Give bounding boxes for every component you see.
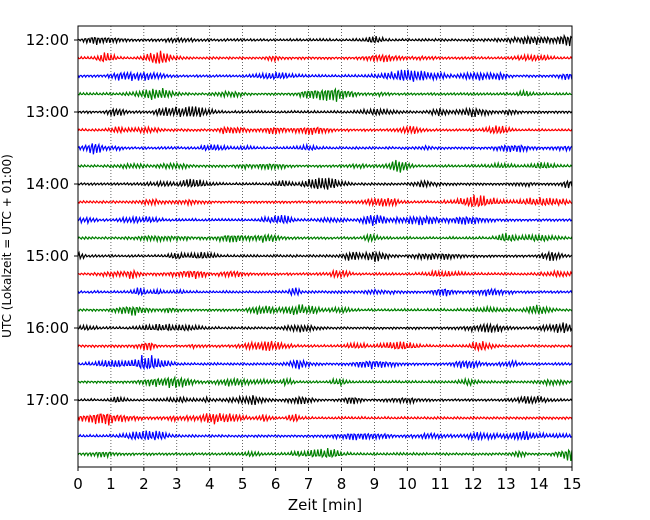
trace-1430: [77, 214, 573, 226]
trace-1330: [77, 142, 573, 155]
trace-1415: [77, 194, 573, 208]
trace-1400: [77, 177, 573, 191]
y-axis-label: UTC (Lokalzeit = UTC + 01:00): [0, 154, 14, 338]
trace-1230: [77, 69, 573, 83]
trace-1730: [77, 430, 573, 442]
trace-1615: [77, 340, 573, 353]
x-tick-label: 12: [464, 475, 483, 493]
trace-1345: [77, 159, 573, 173]
x-tick-label: 4: [205, 475, 215, 493]
y-tick-label: 15:00: [26, 247, 69, 265]
y-tick-label: 12:00: [26, 31, 69, 49]
trace-1515: [77, 268, 573, 280]
trace-1445: [77, 232, 573, 244]
x-tick-label: 1: [106, 475, 116, 493]
trace-1645: [77, 375, 573, 389]
x-tick-label: 8: [337, 475, 347, 493]
trace-1530: [77, 286, 573, 298]
trace-1200: [77, 33, 573, 47]
trace-1245: [77, 87, 572, 102]
x-tick-label: 0: [73, 475, 83, 493]
trace-1700: [77, 394, 573, 406]
y-tick-label: 13:00: [26, 103, 69, 121]
trace-1545: [77, 304, 573, 316]
trace-1715: [77, 412, 573, 426]
x-tick-label: 13: [497, 475, 516, 493]
x-axis-label: Zeit [min]: [288, 496, 362, 514]
x-tick-label: 3: [172, 475, 182, 493]
trace-1500: [77, 250, 573, 263]
y-tick-label: 17:00: [26, 391, 69, 409]
seismic-traces: [77, 33, 573, 462]
y-tick-label: 16:00: [26, 319, 69, 337]
trace-1745: [77, 447, 573, 462]
x-tick-label: 11: [431, 475, 450, 493]
x-tick-label: 2: [139, 475, 149, 493]
y-tick-label: 14:00: [26, 175, 69, 193]
trace-1215: [77, 50, 573, 64]
plot-frame: [77, 25, 573, 468]
x-tick-label: 15: [562, 475, 581, 493]
trace-1630: [77, 355, 573, 371]
x-tick-label: 7: [304, 475, 314, 493]
trace-1300: [77, 106, 573, 118]
y-axis-ticks: 12:00 13:00 14:00 15:00 16:00 17:00: [26, 31, 78, 409]
x-tick-label: 14: [530, 475, 549, 493]
x-tick-label: 9: [370, 475, 380, 493]
x-axis-ticks: 0 1 2 3 4 5 6 7 8 9 10 11 12 13 14 15: [73, 467, 582, 493]
trace-1315: [77, 124, 573, 136]
x-tick-label: 10: [398, 475, 417, 493]
trace-1600: [77, 322, 573, 334]
x-tick-label: 6: [271, 475, 281, 493]
x-tick-label: 5: [238, 475, 248, 493]
